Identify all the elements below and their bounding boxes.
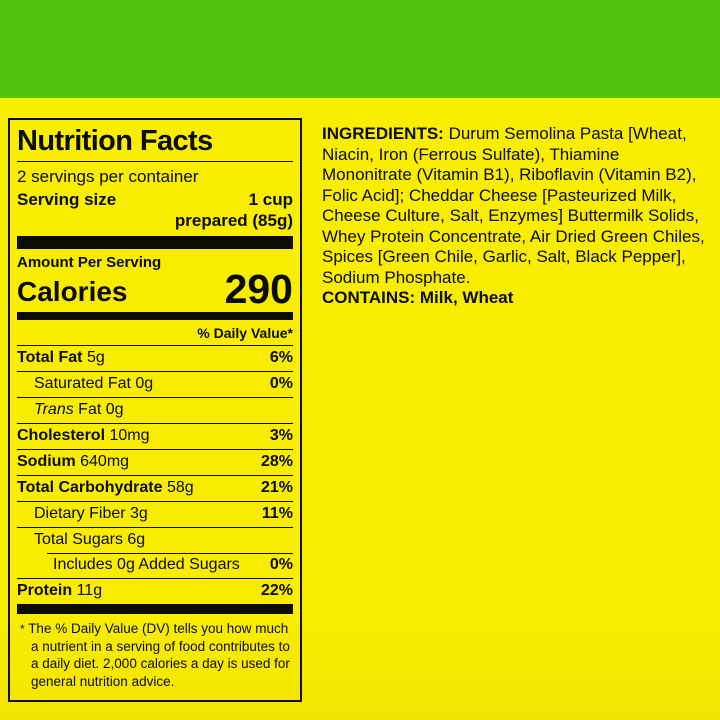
ingredients-section: INGREDIENTS: Durum Semolina Pasta [Wheat… — [322, 124, 712, 309]
nutrient-row-sodium: Sodium 640mg 28% — [17, 449, 293, 475]
package-top-green-band — [0, 0, 720, 98]
serving-size-value: 1 cup prepared (85g) — [174, 189, 293, 230]
ingredients-paragraph: INGREDIENTS: Durum Semolina Pasta [Wheat… — [322, 124, 705, 287]
servings-per-container: 2 servings per container — [17, 166, 199, 186]
nutrient-row-added-sugars: Includes 0g Added Sugars 0% — [17, 553, 293, 578]
nutrient-row-total-sugars: Total Sugars 6g — [17, 527, 293, 553]
nutrition-facts-title: Nutrition Facts — [17, 125, 213, 157]
nutrient-row-protein: Protein 11g 22% — [17, 578, 293, 604]
thick-divider-top — [17, 236, 293, 250]
nutrient-row-saturated-fat: Saturated Fat 0g 0% — [17, 371, 293, 397]
nutrient-row-dietary-fiber: Dietary Fiber 3g 11% — [17, 501, 293, 527]
nutrient-row-trans-fat: Trans Fat 0g — [17, 397, 293, 423]
nutrient-row-total-carbohydrate: Total Carbohydrate 58g 21% — [17, 475, 293, 501]
calories-row: Calories 290 — [17, 266, 293, 313]
nutrient-row-total-fat: Total Fat 5g 6% — [17, 345, 293, 371]
nutrition-facts-panel: Nutrition Facts 2 servings per container… — [8, 118, 302, 703]
amount-per-serving-label: Amount Per Serving — [17, 254, 162, 272]
nutrient-row-cholesterol: Cholesterol 10mg 3% — [17, 423, 293, 449]
serving-size-label: Serving size — [17, 189, 117, 209]
calories-value: 290 — [224, 266, 293, 313]
thick-divider-calories — [17, 312, 293, 321]
contains-statement: CONTAINS: Milk, Wheat — [322, 288, 514, 307]
footnote-asterisk: * — [20, 622, 25, 637]
serving-size-row: Serving size 1 cup prepared (85g) — [17, 190, 293, 236]
daily-value-header: % Daily Value* — [197, 325, 293, 342]
thick-divider-bottom — [17, 604, 293, 615]
calories-label: Calories — [17, 276, 128, 308]
divider-hairline — [17, 160, 293, 162]
ingredients-heading: INGREDIENTS: — [322, 124, 444, 143]
daily-value-footnote: * The % Daily Value (DV) tells you how m… — [20, 621, 290, 689]
